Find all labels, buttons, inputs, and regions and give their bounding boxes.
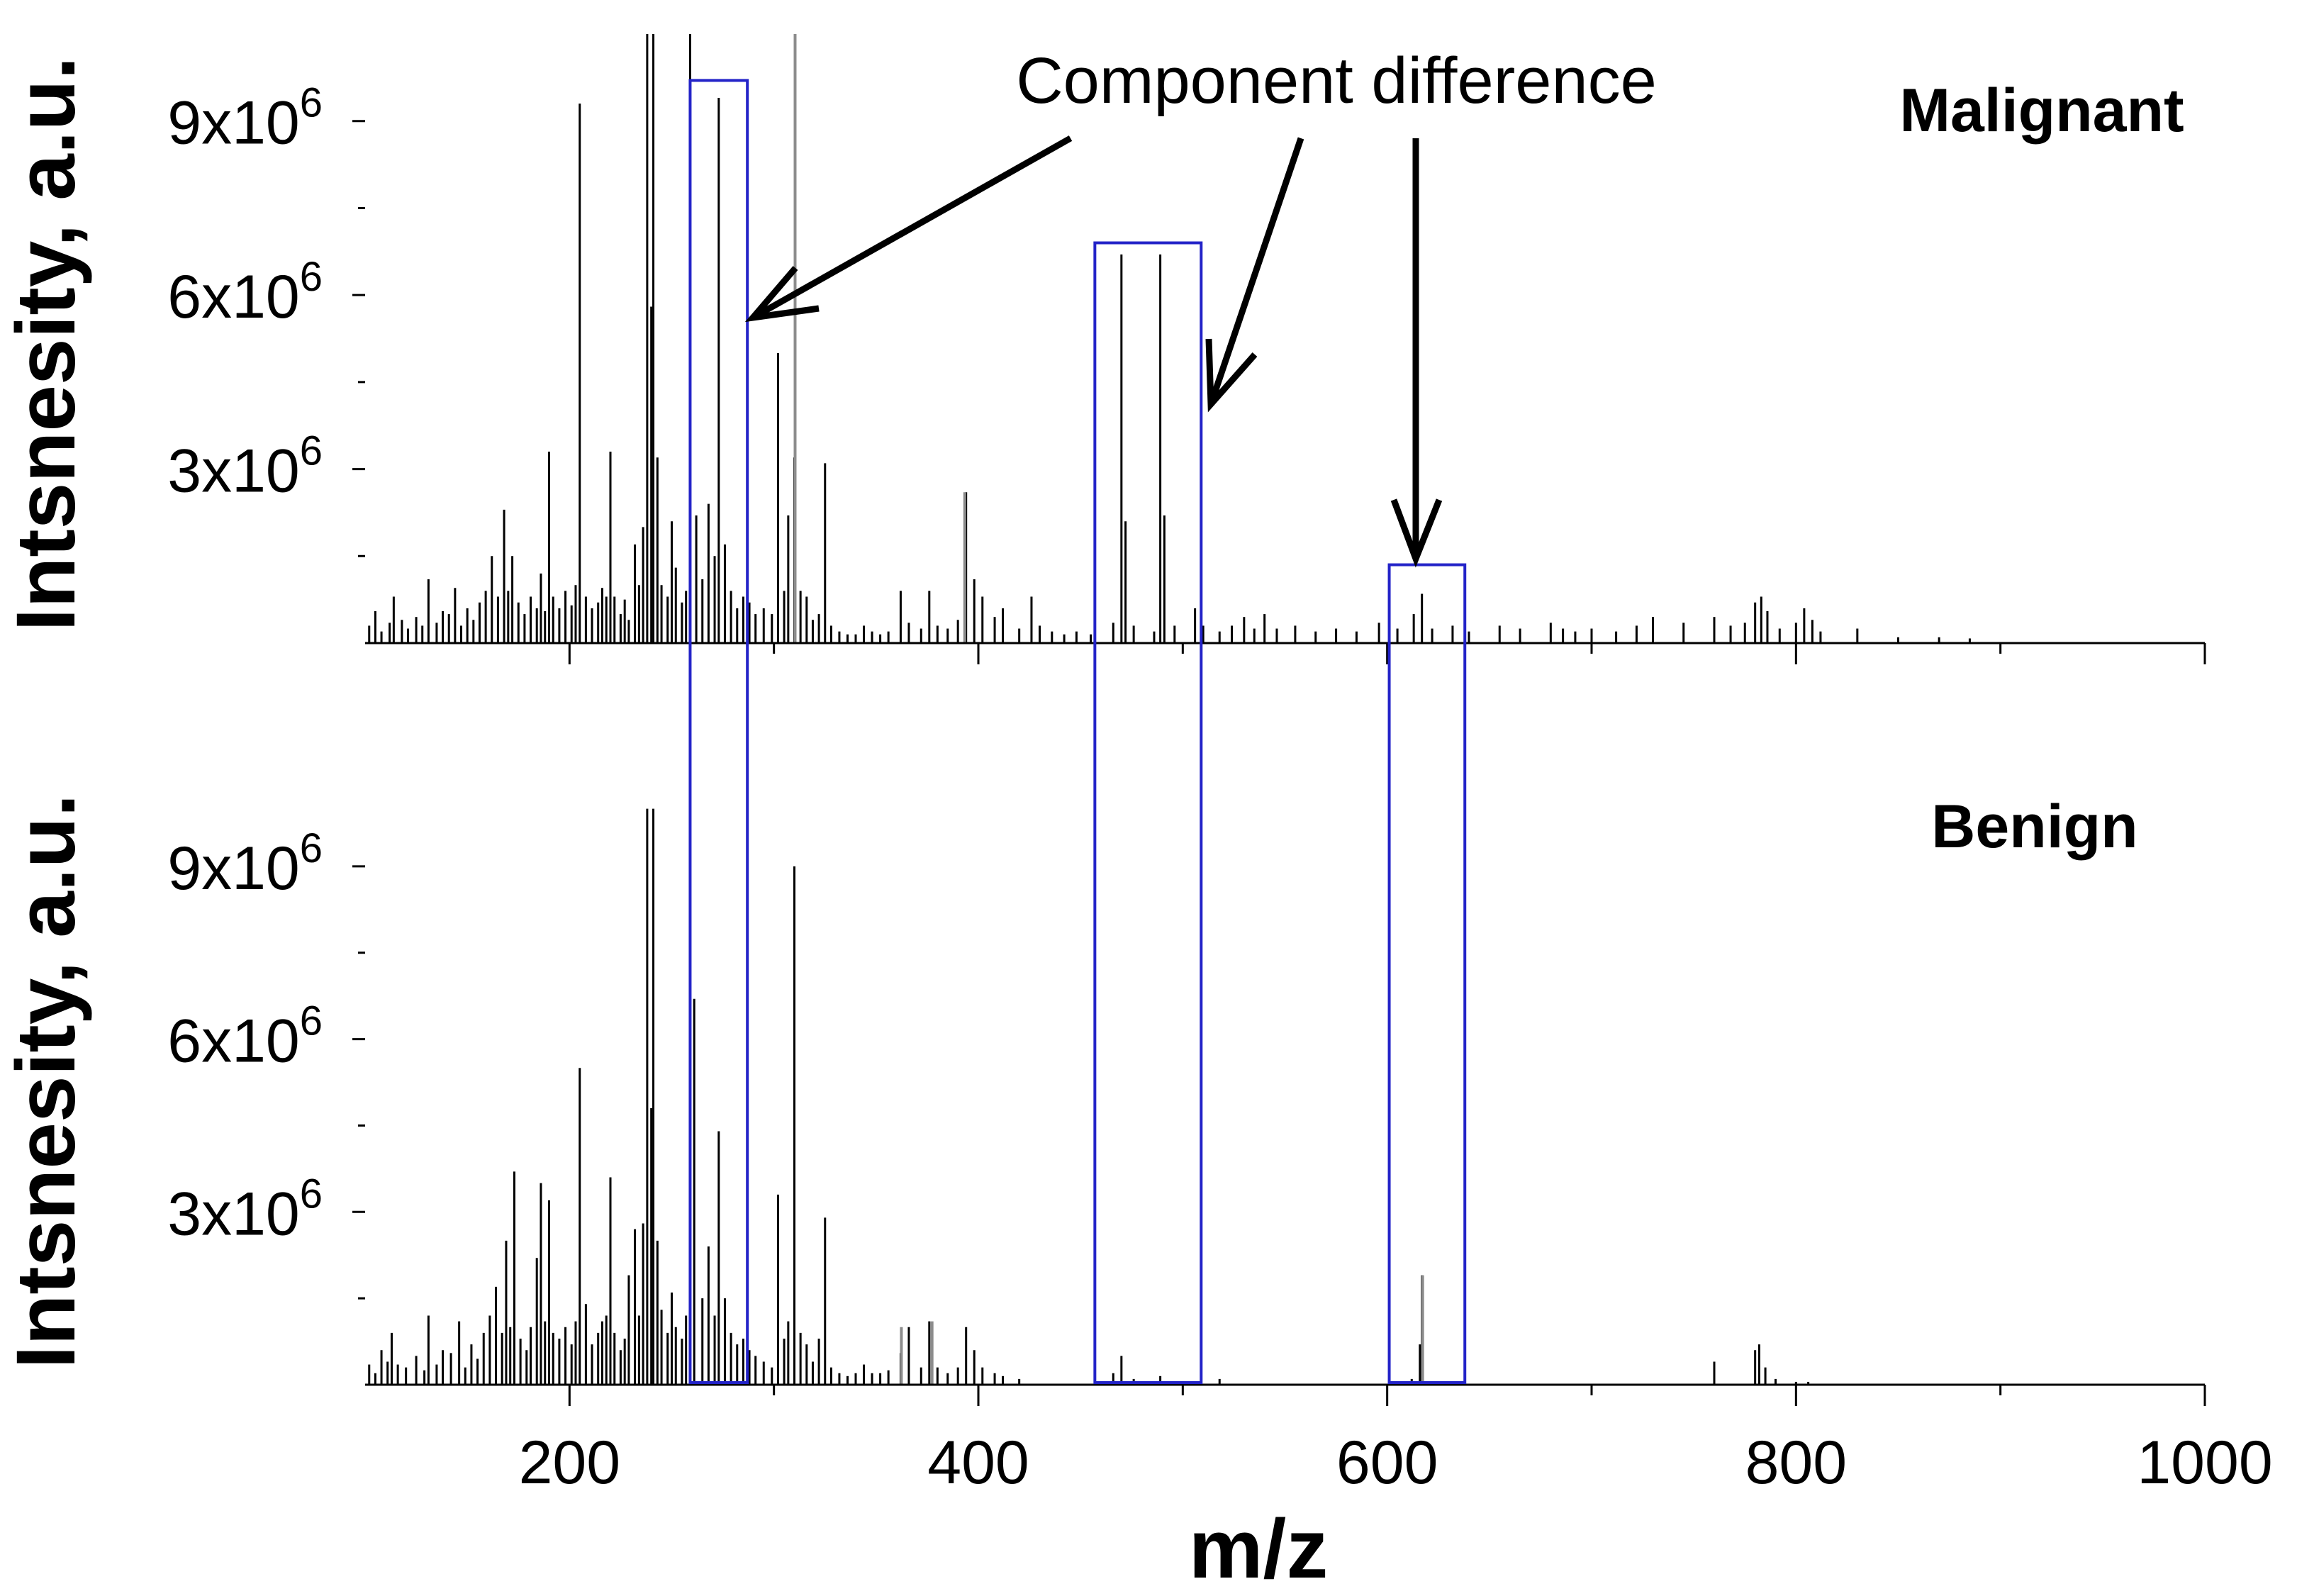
y-tick-label-base: 9x10 (167, 835, 300, 903)
x-tick-label-800: 800 (1745, 1429, 1848, 1497)
y-axis-label-benign: Intsnesity, a.u. (0, 794, 93, 1369)
y-tick-label: 6x106 (167, 998, 323, 1076)
y-tick-label-exponent: 6 (300, 825, 323, 871)
y-tick-label-exponent: 6 (300, 428, 323, 474)
y-tick-label-base: 6x10 (167, 1008, 300, 1076)
y-tick-label-exponent: 6 (300, 1171, 323, 1217)
y-tick-label-base: 9x10 (167, 89, 300, 157)
y-tick-label-exponent: 6 (300, 254, 323, 300)
x-tick-label-400: 400 (927, 1429, 1029, 1497)
highlight-regions (688, 79, 1467, 1384)
panel-label-benign: Benign (1931, 793, 2137, 861)
x-axis-label: m/z (1189, 1502, 1329, 1596)
highlight-2 (1093, 241, 1203, 1384)
annotation-arrow-2 (1207, 137, 1304, 406)
y-tick-label-exponent: 6 (300, 80, 323, 126)
annotation-arrowhead-2 (1205, 338, 1258, 413)
y-tick-label-exponent: 6 (300, 998, 323, 1044)
annotation-arrowhead-3 (1390, 498, 1443, 568)
x-tick-label-1000: 1000 (2137, 1429, 2272, 1497)
annotation-text: Component difference (1016, 45, 1657, 117)
peaks-malignant (368, 34, 1971, 643)
y-tick-label-base: 3x10 (167, 437, 300, 506)
y-tick-label: 9x106 (167, 80, 323, 157)
panel-label-malignant: Malignant (1899, 77, 2184, 145)
y-axis-label-malignant: Intsnesity, a.u. (0, 57, 93, 632)
y-tick-label: 9x106 (167, 825, 323, 903)
x-tick-label-600: 600 (1336, 1429, 1438, 1497)
y-tick-label-base: 3x10 (167, 1180, 300, 1248)
annotation-arrow-1 (751, 135, 1073, 320)
y-tick-label: 3x106 (167, 428, 323, 506)
highlight-1 (688, 79, 749, 1384)
component-difference-annotation: Component difference (744, 45, 1657, 568)
annotation-arrowhead-1 (744, 266, 820, 323)
y-tick-label-base: 6x10 (167, 263, 300, 331)
peaks-benign (368, 808, 1810, 1385)
x-tick-label-200: 200 (519, 1429, 621, 1497)
y-tick-label: 6x106 (167, 254, 323, 331)
y-tick-label: 3x106 (167, 1171, 323, 1248)
highlight-3 (1387, 563, 1467, 1384)
